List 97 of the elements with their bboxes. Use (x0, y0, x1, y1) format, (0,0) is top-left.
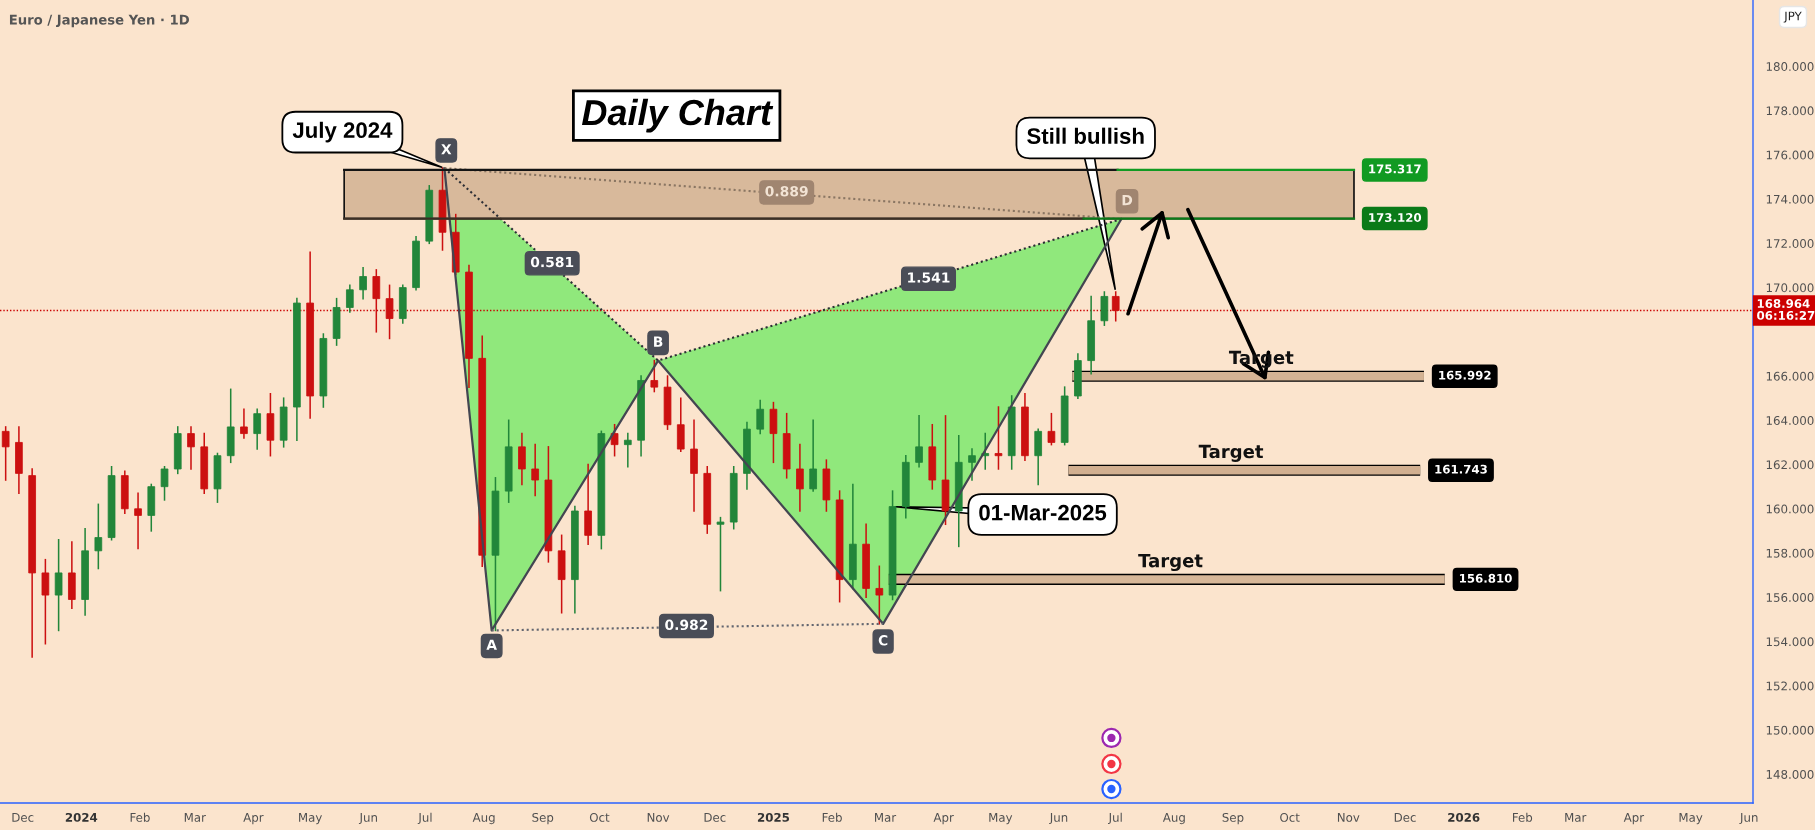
candlestick (968, 448, 976, 481)
y-tick-label: 148.000 (1766, 769, 1814, 779)
candlestick (359, 266, 367, 300)
candlestick (915, 415, 923, 468)
y-tick-label: 180.000 (1766, 62, 1814, 72)
x-tick-label: Jun (1049, 813, 1068, 825)
x-tick-label: May (989, 813, 1013, 825)
y-tick-label: 156.000 (1766, 593, 1814, 602)
candlestick (809, 419, 817, 492)
x-tick-label: Jul (1107, 812, 1122, 825)
x-tick-label: Sep (1222, 812, 1244, 825)
candlestick (624, 432, 632, 468)
y-tick-label: 154.000 (1766, 637, 1814, 647)
candlestick (240, 408, 248, 439)
annotation: 01-Mar-2025 (979, 504, 1107, 521)
annotation: Still bullish (1027, 127, 1144, 144)
x-tick-label: Oct (589, 812, 610, 822)
x-tick-label: Mar (875, 813, 897, 822)
x-tick-label: Feb (822, 812, 842, 822)
candlestick (756, 399, 765, 435)
candlestick (372, 269, 381, 333)
data-label: 173.120 (1369, 213, 1422, 222)
data-label: 156.810 (1459, 573, 1512, 583)
x-tick-label: Dec (1394, 813, 1416, 822)
y-tick-label: 164.000 (1766, 416, 1814, 425)
annotation: D (1122, 195, 1133, 206)
x-tick-label: Oct (1280, 812, 1300, 822)
x-tick-label: Apr (243, 813, 264, 825)
annotation: B (654, 336, 663, 347)
x-tick-label: Feb (130, 812, 150, 822)
text: Daily Chart (581, 98, 774, 133)
y-tick-label: 166.000 (1766, 371, 1814, 381)
x-tick-label: Jul (417, 812, 432, 825)
candlestick (610, 423, 619, 457)
y-tick-label: 150.000 (1766, 725, 1814, 735)
y-tick-label: 160.000 (1766, 504, 1814, 514)
annotation: Target (1198, 444, 1264, 462)
annotation: Target (1138, 553, 1203, 572)
candlestick (716, 516, 725, 592)
ref-line-label: 168.964 06:16:27 (1757, 299, 1815, 320)
candlestick (187, 426, 195, 470)
y-tick-label: 174.000 (1766, 194, 1814, 204)
candlestick (875, 565, 884, 625)
x-tick-label: Feb (1513, 812, 1533, 822)
x-tick-label: May (299, 813, 322, 825)
x-tick-label: Apr (1623, 813, 1645, 825)
candlestick (253, 408, 262, 450)
y-tick-label: 172.000 (1766, 239, 1814, 248)
x-tick-label: May (1679, 813, 1703, 825)
annotation: 1.541 (908, 272, 950, 283)
candlestick (41, 558, 50, 645)
annotation: 0.889 (765, 185, 808, 197)
x-tick-label: 2026 (1448, 812, 1480, 822)
x-tick-label: Dec (704, 813, 726, 822)
x-tick-label: 2024 (65, 812, 98, 822)
candlestick (994, 406, 1003, 470)
y-tick-label: 162.000 (1766, 460, 1814, 470)
candlestick (54, 538, 63, 632)
data-label: 161.743 (1435, 464, 1487, 474)
y-tick-label: 158.000 (1766, 548, 1814, 558)
y-axis-title: JPY (1783, 11, 1802, 23)
candlestick (518, 432, 526, 486)
x-tick-label: Jun (358, 813, 377, 825)
x-tick-label: Sep (532, 812, 554, 825)
x-tick-label: Nov (1337, 813, 1360, 822)
data-label: 165.992 (1439, 370, 1491, 380)
annotation: X (441, 144, 452, 155)
x-tick-label: Nov (647, 813, 670, 822)
text: Euro / Japanese Yen · 1D (9, 14, 189, 28)
x-tick-label: Mar (184, 813, 206, 822)
x-tick-label: 2025 (757, 812, 790, 822)
y-tick-label: 170.000 (1766, 283, 1814, 293)
candlestick (1111, 291, 1120, 322)
y-tick-label: 152.000 (1766, 681, 1814, 691)
candlestick (160, 465, 169, 501)
annotation: 0.581 (530, 256, 574, 268)
candlestick (1047, 412, 1056, 446)
candlestick (531, 443, 539, 497)
candlestick (650, 359, 659, 393)
x-tick-label: Mar (1565, 813, 1587, 822)
x-tick-label: Apr (933, 813, 954, 825)
annotation: A (486, 639, 497, 650)
x-tick-label: Aug (1162, 813, 1185, 825)
x-tick-label: Dec (12, 813, 34, 822)
candlestick (346, 284, 354, 313)
candlestick (385, 284, 394, 340)
candlestick (796, 443, 804, 512)
annotation: 0.982 (665, 619, 708, 631)
x-tick-label: Jun (1739, 813, 1758, 825)
candlestick (1, 426, 10, 481)
x-tick-label: Aug (472, 813, 495, 825)
data-label: 175.317 (1369, 164, 1421, 174)
candlestick (94, 503, 103, 570)
y-tick-label: 176.000 (1766, 150, 1814, 160)
candlestick (134, 492, 142, 550)
annotation: C (878, 635, 888, 646)
y-tick-label: 178.000 (1766, 106, 1814, 116)
